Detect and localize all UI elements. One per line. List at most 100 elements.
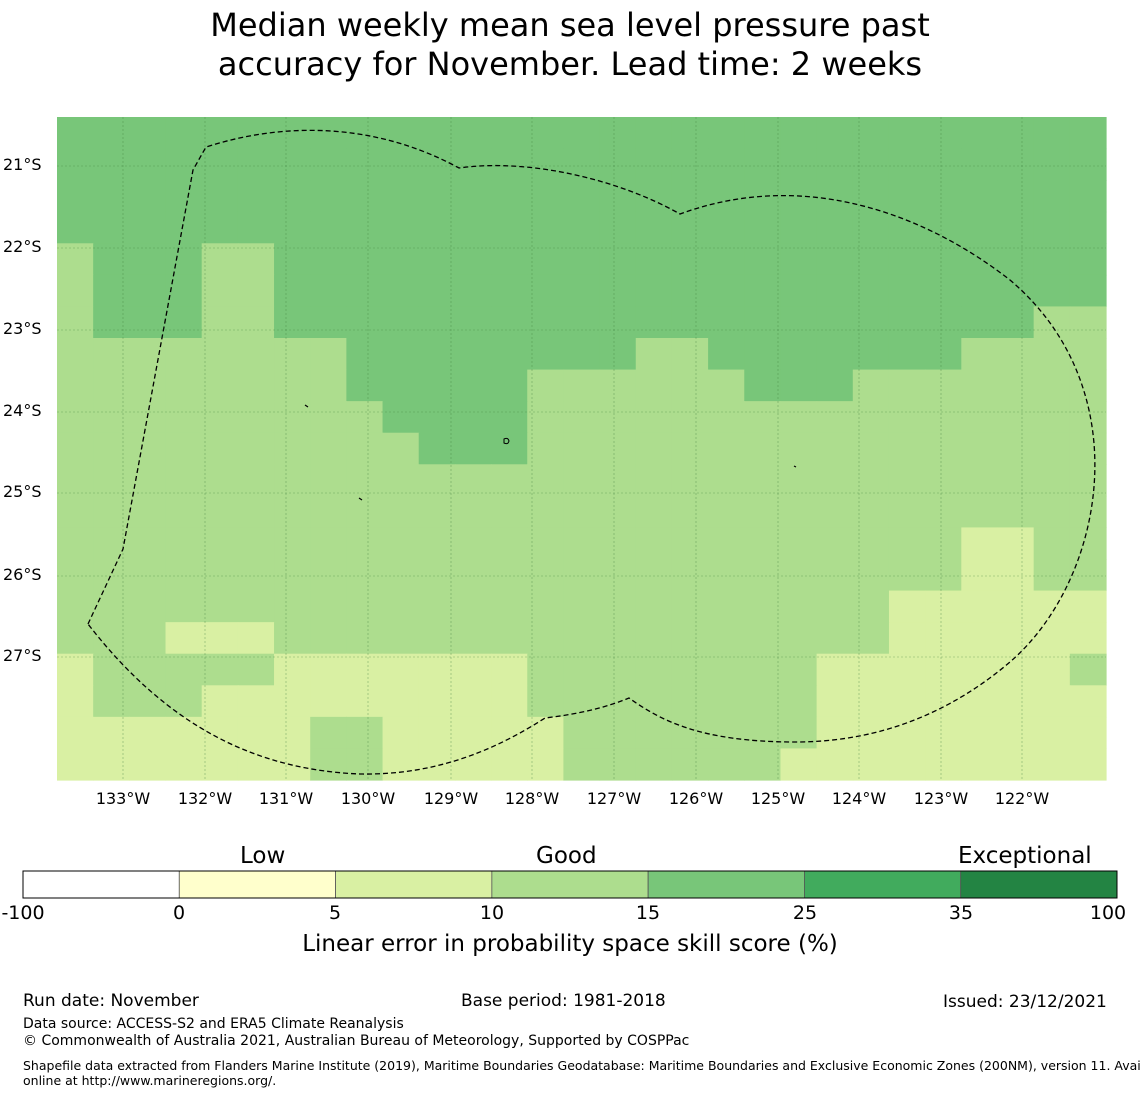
grid-cell [57,622,94,655]
grid-cell [852,495,890,529]
grid-cell [93,338,130,371]
grid-cell [527,338,565,371]
grid-cell [454,369,492,402]
grid-cell [165,590,203,623]
issued-date: Issued: 23/12/2021 [943,992,1107,1012]
grid-cell [491,685,528,718]
grid-cell [563,622,601,655]
grid-cell [599,306,637,339]
grid-cell [491,117,528,150]
grid-cell [274,527,311,560]
grid-cell [888,148,926,181]
lon-label-123w: 123°W [913,789,969,808]
grid-cell [382,653,420,686]
grid-cell [961,653,999,686]
grid-cell [1069,716,1107,750]
copyright: © Commonwealth of Australia 2021, Austra… [23,1033,690,1049]
grid-cell [346,211,384,244]
grid-cell [997,211,1035,244]
grid-cell [237,117,275,150]
grid-cell [310,274,347,308]
grid-cell [165,653,203,686]
grid-cell [527,464,565,497]
grid-cell [563,243,601,276]
grid-cell [708,622,745,655]
grid-cell [201,369,239,402]
grid-cell [635,590,673,623]
lon-label-126w: 126°W [668,789,724,808]
grid-cell [346,306,384,339]
grid-cell [527,369,565,402]
grid-cell [454,590,492,623]
grid-cell [454,685,492,718]
grid-cell [1033,590,1071,623]
grid-cell [744,748,782,781]
grid-cell [1069,685,1107,718]
grid-cell [816,527,854,560]
grid-cell [129,274,167,308]
grid-cell [237,716,275,750]
tick-100: 100 [1089,902,1127,924]
grid-cell [382,274,420,308]
grid-cell [888,559,926,592]
skill-grid [57,117,1107,781]
grid-cell [237,211,275,244]
grid-cell [1069,653,1107,686]
grid-cell [491,274,528,308]
grid-cell [852,653,890,686]
grid-cell [925,590,962,623]
colorbar-segment [335,870,493,899]
grid-cell [454,716,492,750]
grid-cell [888,338,926,371]
lon-label-130w: 130°W [340,789,396,808]
grid-cell [563,211,601,244]
grid-cell [454,432,492,465]
grid-cell [454,527,492,560]
grid-cell [1033,306,1071,339]
grid-cell [382,211,420,244]
grid-cell [671,559,709,592]
grid-cell [744,559,782,592]
grid-cell [852,338,890,371]
grid-cell [671,117,709,150]
grid-cell [888,211,926,244]
grid-cell [274,464,311,497]
grid-cell [418,527,456,560]
grid-cell [382,716,420,750]
grid-cell [1069,306,1107,339]
grid-cell [237,369,275,402]
colorbar-segment [960,870,1118,899]
grid-cell [888,495,926,529]
grid-cell [599,622,637,655]
grid-cell [310,401,347,434]
grid-cell [165,748,203,781]
tick-15: 15 [635,902,661,924]
grid-cell [997,748,1035,781]
grid-cell [888,432,926,465]
grid-cell [129,653,167,686]
grid-cell [563,495,601,529]
grid-cell [237,559,275,592]
grid-cell [382,464,420,497]
grid-cell [635,401,673,434]
grid-cell [925,622,962,655]
grid-cell [129,590,167,623]
grid-cell [780,432,818,465]
grid-cell [57,180,94,213]
grid-cell [346,338,384,371]
grid-cell [237,464,275,497]
grid-cell [1069,401,1107,434]
grid-cell [274,211,311,244]
grid-cell [599,148,637,181]
grid-cell [57,274,94,308]
grid-cell [1033,274,1071,308]
grid-cell [346,622,384,655]
tick-35: 35 [948,902,974,924]
grid-cell [997,653,1035,686]
grid-cell [708,527,745,560]
grid-cell [274,148,311,181]
grid-cell [491,653,528,686]
grid-cell [129,464,167,497]
grid-cell [816,148,854,181]
grid-cell [527,274,565,308]
